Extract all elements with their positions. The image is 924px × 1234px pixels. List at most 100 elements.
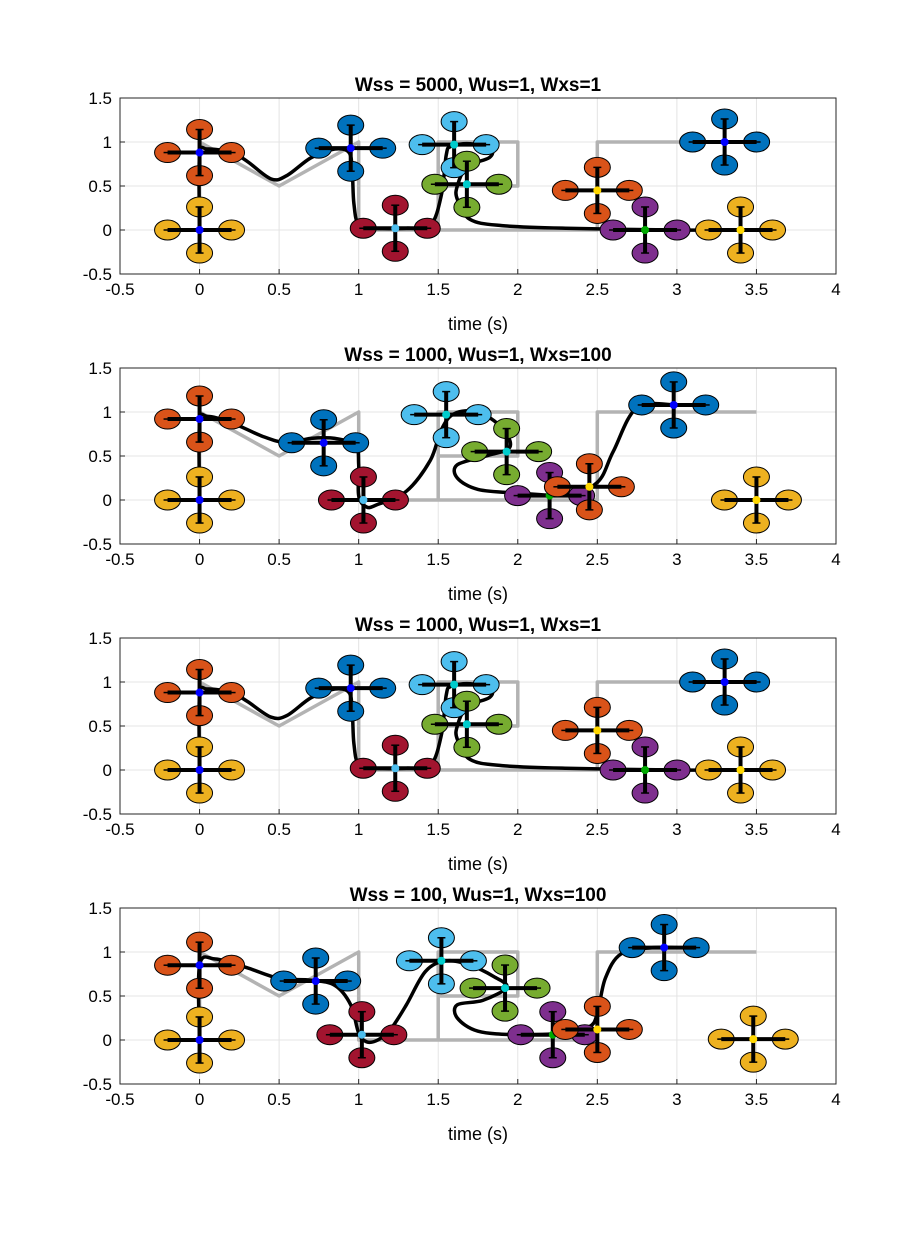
x-tick-label: 2 [513,550,522,569]
quadrotor-marker [154,931,246,999]
subplot-1-xlabel: time (s) [448,314,508,334]
subplot-2-xlabel: time (s) [448,584,508,604]
hub [641,766,650,774]
y-tick-label: 0 [103,221,112,240]
hub [195,148,204,157]
axes-box [119,367,837,545]
quadrotor-marker [679,108,771,176]
quadrotor-marker [707,1005,799,1073]
hub [669,400,678,409]
quadrotor-marker [316,1001,408,1069]
hub [195,415,204,424]
quadrotor-marker [679,648,771,716]
x-tick-label: 3 [672,1090,681,1109]
quadrotor-marker [695,196,787,264]
quadrotor-marker [154,196,246,264]
axes-box [119,907,837,1085]
quadrotor-marker [305,114,397,182]
hub [641,226,650,234]
y-tick-label: 0.5 [88,717,112,736]
x-tick-label: 0 [195,1090,204,1109]
quadrotor-marker [278,409,370,477]
x-tick-label: 1 [354,280,363,299]
hub [752,496,761,504]
x-tick-label: 3.5 [745,280,769,299]
x-tick-label: -0.5 [105,550,134,569]
subplot-2-title: Wss = 1000, Wus=1, Wxs=100 [344,345,611,366]
x-tick-label: 4 [831,820,840,839]
subplot-3-xlabel: time (s) [448,854,508,874]
subplot-3: Wss = 1000, Wus=1, Wxs=1 time (s) -0.5 0 0… [83,615,841,874]
x-tick-label: 2.5 [586,550,610,569]
y-tick-label: 0.5 [88,177,112,196]
x-tick-label: 0.5 [267,280,291,299]
x-tick-label: 2 [513,280,522,299]
quadrotor-marker [599,196,691,264]
y-tick-label: 1.5 [88,359,112,378]
x-tick-label: 3 [672,550,681,569]
quadrotor-marker [421,690,513,758]
quadrotor-marker [395,927,487,995]
x-tick-label: -0.5 [105,820,134,839]
hub [195,226,204,234]
subplot-2: Wss = 1000, Wus=1, Wxs=100 time (s) -0.5… [83,345,841,604]
subplot-4-title: Wss = 100, Wus=1, Wxs=100 [350,885,607,906]
x-tick-label: 1.5 [426,550,450,569]
y-tick-label: 0 [103,491,112,510]
quadrotor-marker [305,654,397,722]
quadrotor-marker [459,954,551,1022]
hub [357,1030,366,1039]
hub [195,496,204,504]
x-tick-label: 0.5 [267,1090,291,1109]
quadrotor-marker [154,466,246,534]
quadrotor-marker [599,736,691,804]
axes-box [119,97,837,275]
hub [501,984,510,993]
quadrotor-marker [507,1001,599,1069]
subplot-1: Wss = 5000, Wus=1, Wxs=1 time (s) -0.5 0 0… [83,75,841,334]
x-tick-label: 1 [354,820,363,839]
quadrotor-marker [154,385,246,453]
x-tick-label: -0.5 [105,1090,134,1109]
quadrotor-marker [154,1006,246,1074]
x-tick-label: 0.5 [267,820,291,839]
x-tick-label: -0.5 [105,280,134,299]
y-tick-label: 1 [103,133,112,152]
y-tick-label: 1.5 [88,899,112,918]
hub [450,680,459,689]
quadrotor-marker [551,995,643,1063]
y-tick-label: 0 [103,761,112,780]
quadrotor-marker [317,466,409,534]
x-tick-label: 3.5 [745,820,769,839]
hub [749,1035,758,1044]
subplot-4: Wss = 100, Wus=1, Wxs=100 time (s) -0.5 0… [83,885,841,1144]
quadrotor-marker [695,736,787,804]
quadrotor-marker [408,651,500,719]
hub [195,961,204,970]
x-tick-label: 4 [831,280,840,299]
quadrotor-marker [461,418,553,486]
subplot-3-title: Wss = 1000, Wus=1, Wxs=1 [355,615,602,636]
hub [311,977,320,986]
x-tick-label: 1 [354,550,363,569]
x-tick-label: 2 [513,820,522,839]
hub [462,180,471,189]
hub [346,144,355,153]
x-tick-label: 4 [831,550,840,569]
hub [585,482,594,491]
x-tick-label: 3.5 [745,1090,769,1109]
hub [502,447,511,456]
x-tick-label: 2 [513,1090,522,1109]
x-tick-label: 3 [672,820,681,839]
hub [450,140,459,149]
quadrotor-marker [400,381,492,449]
hub [346,684,355,693]
quadrotor-marker [349,194,441,262]
subplot-4-xlabel: time (s) [448,1124,508,1144]
hub [462,720,471,729]
x-tick-label: 2.5 [586,280,610,299]
x-tick-label: 4 [831,1090,840,1109]
x-tick-label: 2.5 [586,820,610,839]
quadrotor-marker [154,736,246,804]
